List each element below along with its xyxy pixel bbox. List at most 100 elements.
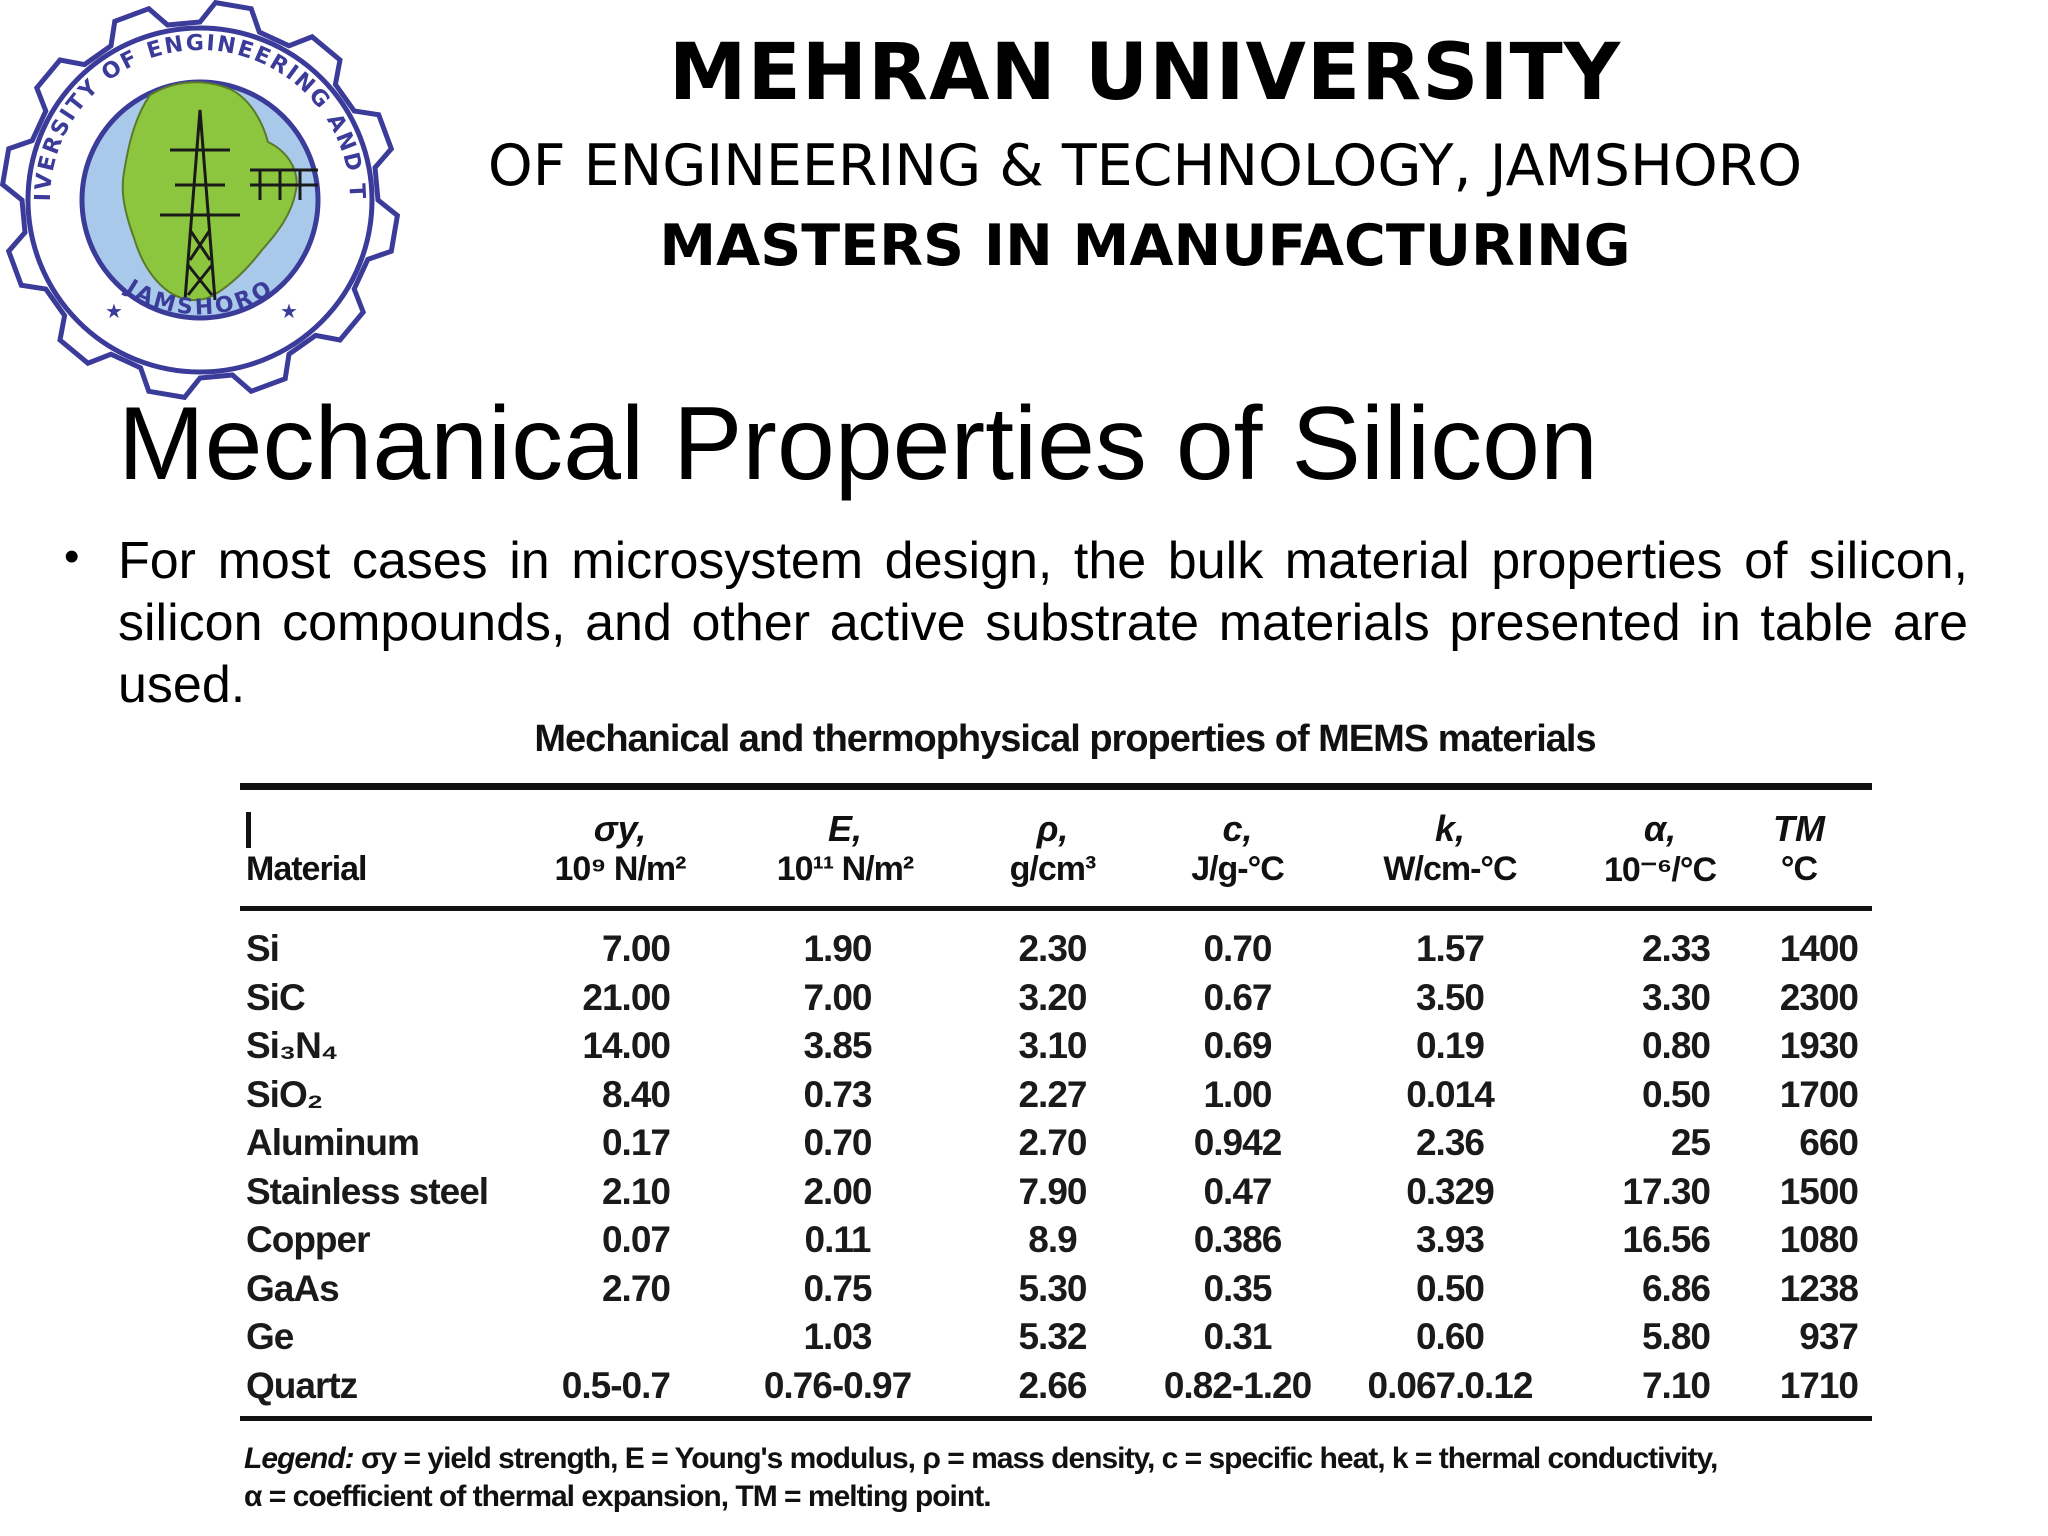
table-cell: 0.5-0.7: [561, 1364, 671, 1406]
svg-text:★: ★: [105, 301, 123, 323]
university-seal-icon: MEHRAN UNIVERSITY OF ENGINEERING AND TEC…: [0, 0, 400, 400]
table-cell: 2.10: [601, 1170, 671, 1212]
table-cell: 0.80: [1641, 1025, 1711, 1066]
table-cell: 7.00: [601, 928, 671, 969]
table-cell: 1400: [1779, 928, 1859, 969]
column-header-6: α, 10⁻⁶/°C: [1580, 808, 1740, 890]
table-cell: 0.17: [601, 1122, 671, 1163]
column-unit: 10¹¹ N/m²: [776, 850, 914, 888]
table-cell: 16.56: [1622, 1219, 1711, 1260]
table-cell: 3.20: [1018, 976, 1087, 1018]
table-cell: 0.50: [1641, 1073, 1711, 1115]
column-unit: 10⁹ N/m²: [554, 850, 687, 888]
column-unit: J/g-°C: [1191, 850, 1285, 888]
table-cell: 0.014: [1406, 1073, 1495, 1115]
column-unit: 10⁻⁶/°C: [1603, 851, 1717, 889]
table-cell: 0.35: [1203, 1267, 1272, 1309]
table-cell: 2.70: [601, 1267, 671, 1309]
table-caption: Mechanical and thermophysical properties…: [534, 718, 1596, 760]
table-cell: 0.942: [1193, 1122, 1283, 1163]
material-name: GaAs: [246, 1267, 340, 1309]
table-cell: 0.75: [803, 1267, 872, 1309]
table-cell: 0.50: [1415, 1267, 1485, 1309]
table-cell: 7.00: [803, 976, 872, 1018]
table-cell: 14.00: [582, 1025, 671, 1066]
table-cell: 0.47: [1203, 1170, 1272, 1212]
table-cell: 0.70: [803, 1122, 872, 1163]
university-name: MEHRAN UNIVERSITY: [668, 28, 1622, 118]
table-cell: 17.30: [1622, 1170, 1711, 1212]
table-cell: 0.70: [1203, 928, 1272, 969]
table-cell: 0.07: [601, 1219, 671, 1260]
column-symbol: α,: [1643, 808, 1677, 849]
material-name: Si₃N₄: [246, 1025, 338, 1066]
table-cell: 3.50: [1415, 976, 1485, 1018]
column-symbol: k,: [1434, 808, 1466, 849]
material-name: SiC: [246, 976, 306, 1018]
table-cell: 1500: [1779, 1170, 1859, 1212]
material-name: Ge: [246, 1316, 294, 1357]
table-cell: 7.10: [1641, 1364, 1711, 1406]
svg-text:★: ★: [280, 301, 298, 323]
column-header-2: E, 10¹¹ N/m²: [745, 808, 945, 889]
table-cell: 2300: [1779, 976, 1859, 1018]
table-cell: 3.30: [1641, 976, 1711, 1018]
table-cell: 2.36: [1415, 1122, 1485, 1163]
table-cell: 1080: [1779, 1219, 1859, 1260]
table-cell: 0.067.0.12: [1367, 1364, 1534, 1406]
column-header-3: ρ, g/cm³: [985, 808, 1120, 889]
table-cell: 8.9: [1028, 1219, 1077, 1260]
column-header-1: σy, 10⁹ N/m²: [520, 808, 720, 889]
legend-lead: Legend:: [244, 1442, 355, 1475]
table-cell: 0.73: [803, 1073, 872, 1115]
table-cell: 937: [1799, 1316, 1859, 1357]
table-cell: 1.90: [803, 928, 872, 969]
column-symbol: TM: [1773, 808, 1825, 849]
table-cell: 2.27: [1018, 1073, 1087, 1115]
table-cell: 6.86: [1641, 1267, 1711, 1309]
column-unit: °C: [1780, 850, 1818, 888]
table-cell: 2.00: [803, 1170, 872, 1212]
column-symbol: σy,: [593, 808, 647, 849]
table-cell: 0.31: [1203, 1316, 1272, 1357]
column-header-7: TM °C: [1740, 808, 1858, 889]
column-unit: g/cm³: [1009, 850, 1097, 888]
table-top-rule: [240, 783, 1872, 790]
column-symbol: ρ,: [1036, 808, 1069, 849]
table-cell: 2.30: [1018, 928, 1087, 969]
column-header-4: c, J/g-°C: [1150, 808, 1325, 889]
table-cell: 1710: [1779, 1364, 1859, 1406]
table-cell: 0.82-1.20: [1163, 1364, 1312, 1406]
table-tick-mark: [246, 812, 251, 848]
table-bottom-rule: [240, 1416, 1872, 1421]
material-name: Aluminum: [246, 1122, 420, 1163]
table-cell: 0.60: [1415, 1316, 1485, 1357]
table-cell: 0.69: [1203, 1025, 1272, 1066]
table-cell: 2.33: [1641, 928, 1711, 969]
material-name: SiO₂: [246, 1073, 323, 1115]
table-cell: 8.40: [601, 1073, 671, 1115]
column-header-0: Material: [246, 808, 436, 889]
legend-line-2: α = coefficient of thermal expansion, TM…: [244, 1480, 992, 1513]
table-cell: 5.32: [1018, 1316, 1087, 1357]
column-symbol: c,: [1222, 808, 1253, 849]
material-name: Si: [246, 928, 280, 969]
table-cell: 21.00: [582, 976, 671, 1018]
table-cell: 3.10: [1018, 1025, 1087, 1066]
material-name: Stainless steel: [246, 1170, 489, 1212]
table-header-rule: [240, 906, 1872, 911]
bullet-icon: •: [64, 532, 80, 581]
column-unit: Material: [246, 850, 368, 888]
table-cell: 5.80: [1641, 1316, 1711, 1357]
table-cell: 0.329: [1406, 1170, 1495, 1212]
table-cell: 1700: [1779, 1073, 1859, 1115]
table-cell: 1.00: [1203, 1073, 1272, 1115]
table-cell: 0.386: [1193, 1219, 1283, 1260]
program-name: MASTERS IN MANUFACTURING: [659, 213, 1631, 279]
table-cell: 5.30: [1018, 1267, 1087, 1309]
table-cell: 2.66: [1018, 1364, 1087, 1406]
table-cell: 1.03: [803, 1316, 872, 1357]
table-cell: 3.93: [1415, 1219, 1485, 1260]
material-name: Quartz: [246, 1364, 358, 1406]
table-legend: Legend: σy = yield strength, E = Young's…: [244, 1440, 1884, 1516]
